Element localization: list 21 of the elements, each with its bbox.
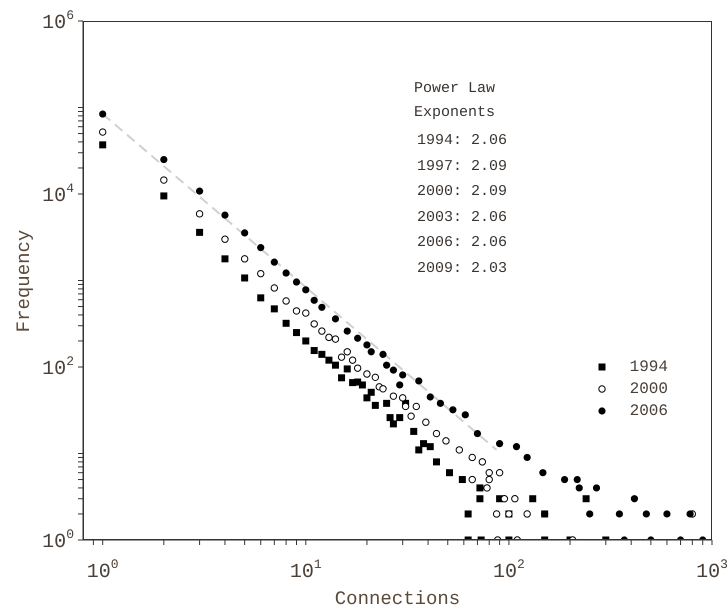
x-axis-title: Connections [334, 588, 462, 610]
annotation: 2000: 2.09 [417, 183, 508, 200]
annotation: 2006: 2.06 [417, 234, 508, 252]
legend-label: 1994 [630, 358, 668, 376]
y-tick-label: 10$^{4}$ [42, 181, 74, 208]
y-tick-label: 10$^{2}$ [42, 354, 74, 381]
legend-label: 2006 [630, 402, 668, 420]
y-axis-title: Frequency [13, 230, 35, 332]
annotation: 1994: 2.06 [417, 132, 508, 149]
annotation: Exponents [414, 104, 496, 121]
x-tick-label: 10$^{0}$ [86, 557, 119, 584]
x-tick-label: 10$^{3}$ [696, 557, 728, 584]
annotation: 2003: 2.06 [417, 208, 508, 226]
x-tick-label: 10$^{2}$ [492, 557, 525, 584]
annotation: 2009: 2.03 [417, 260, 508, 277]
y-tick-label: 10$^{0}$ [42, 527, 74, 554]
annotation: 1997: 2.09 [417, 158, 508, 175]
annotation: Power Law [414, 80, 496, 97]
legend-label: 2000 [630, 380, 668, 398]
x-tick-label: 10$^{1}$ [290, 557, 322, 584]
y-tick-label: 10$^{6}$ [42, 8, 74, 35]
